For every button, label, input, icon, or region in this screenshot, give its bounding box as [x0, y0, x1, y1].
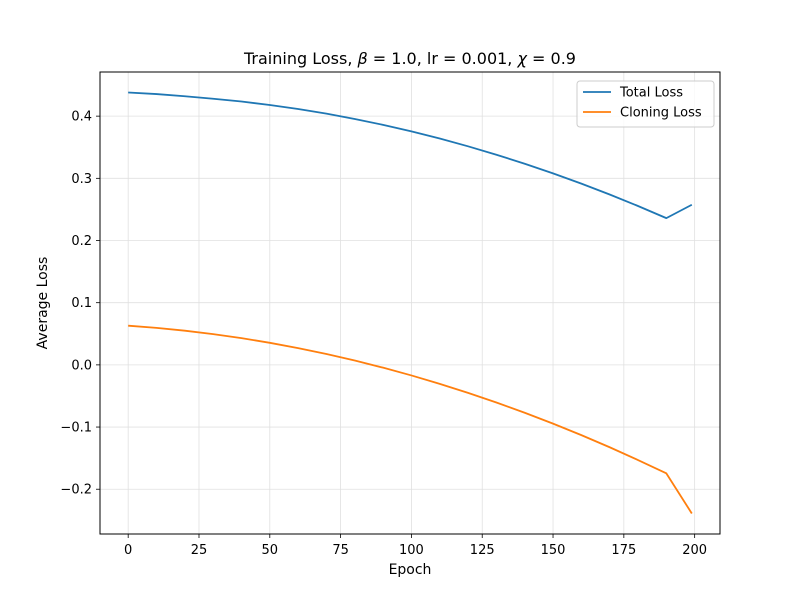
- x-tick-label: 200: [682, 543, 707, 558]
- x-tick-label: 175: [611, 543, 636, 558]
- y-tick-label: −0.2: [60, 483, 92, 498]
- y-axis-ticks: −0.2 −0.1 0.0 0.1 0.2 0.3 0.4: [60, 110, 100, 498]
- series-line-total-loss: [128, 91, 693, 220]
- x-axis-ticks: 0 25 50 75 100 125 150 175 200: [124, 534, 707, 558]
- x-tick-label: 150: [541, 543, 566, 558]
- x-tick-label: 0: [124, 543, 132, 558]
- y-tick-label: 0.4: [71, 110, 92, 125]
- y-tick-label: 0.1: [71, 296, 92, 311]
- y-axis-label: Average Loss: [35, 257, 51, 350]
- series-line-cloning-loss: [128, 324, 693, 514]
- y-tick-label: 0.2: [71, 234, 92, 249]
- chart-title: Training Loss, β = 1.0, lr = 0.001, χ = …: [243, 49, 576, 68]
- legend: Total Loss Cloning Loss: [576, 80, 715, 128]
- title-symbol: β: [356, 49, 367, 68]
- x-tick-label: 75: [332, 543, 349, 558]
- legend-label-cloning-loss: Cloning Loss: [620, 106, 702, 121]
- x-tick-label: 25: [191, 543, 208, 558]
- title-symbol: χ: [516, 49, 527, 68]
- y-tick-label: 0.3: [71, 172, 92, 187]
- x-tick-label: 50: [262, 543, 279, 558]
- x-tick-label: 100: [399, 543, 424, 558]
- title-text-part: Training Loss,: [243, 49, 357, 68]
- title-text-part: = 0.9: [527, 49, 576, 68]
- x-tick-label: 125: [470, 543, 495, 558]
- y-tick-label: −0.1: [60, 421, 92, 436]
- title-text-part: = 1.0, lr = 0.001,: [368, 49, 518, 68]
- x-axis-label: Epoch: [389, 562, 432, 578]
- legend-frame: [576, 80, 715, 128]
- legend-label-total-loss: Total Loss: [619, 86, 683, 101]
- series-lines: [128, 91, 693, 514]
- y-tick-label: 0.0: [71, 358, 92, 373]
